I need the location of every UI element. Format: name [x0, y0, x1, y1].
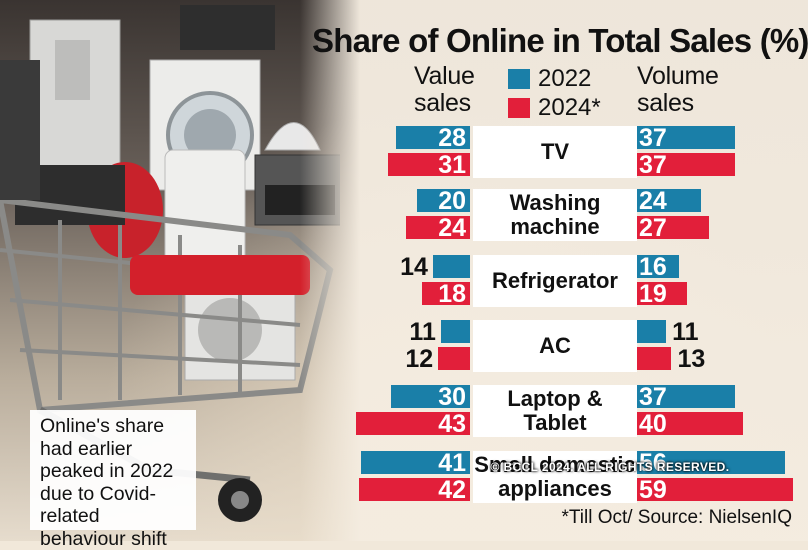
category-label-text: AC	[539, 333, 571, 358]
volume-label-2024: 37	[639, 151, 667, 179]
value-bar-2024	[356, 412, 470, 435]
volume-label-2024: 59	[639, 476, 667, 504]
volume-bar-2024	[637, 282, 688, 305]
volume-label-2022: 16	[639, 253, 667, 281]
value-label-2022: 20	[438, 187, 466, 215]
legend-item-2022: 2022	[508, 65, 591, 93]
category-label-text: TV	[540, 139, 570, 164]
value-label-2024: 42	[438, 476, 466, 504]
value-bar-2022	[361, 451, 470, 474]
category-label: Small domestic appliances	[473, 451, 637, 503]
volume-bar-2024	[637, 347, 672, 370]
volume-label-2024: 13	[677, 345, 706, 373]
volume-bar-2022	[637, 126, 736, 149]
value-bar-2022	[390, 385, 470, 408]
value-bar-2022	[432, 255, 470, 278]
value-bar-2024	[358, 478, 470, 501]
value-label-2022: 30	[438, 383, 466, 411]
value-label-2024: 18	[438, 280, 466, 308]
category-label-text: Small domestic appliances	[474, 452, 636, 501]
volume-label-2022: 24	[639, 187, 667, 215]
category-label-text: Washing machine	[509, 190, 601, 239]
value-label-2022: 11	[409, 318, 436, 346]
value-bar-2022	[417, 189, 470, 212]
volume-label-2022: 56	[639, 449, 667, 477]
volume-bar-2022	[637, 385, 736, 408]
category-label: Laptop & Tablet	[473, 385, 637, 437]
volume-label-2024: 19	[639, 280, 667, 308]
legend-swatch-2022	[508, 69, 530, 89]
volume-bar-2024	[637, 478, 794, 501]
value-sales-header-line1: Value	[414, 62, 475, 90]
value-label-2024: 43	[438, 410, 466, 438]
volume-label-2024: 27	[639, 214, 667, 242]
volume-bar-2024	[637, 216, 709, 239]
legend-label-2024: 2024*	[538, 94, 601, 121]
value-label-2022: 41	[438, 449, 466, 477]
source-note: *Till Oct/ Source: NielsenIQ	[561, 507, 792, 528]
value-bar-2024	[438, 347, 470, 370]
value-bar-2022	[395, 126, 470, 149]
category-label: Refrigerator	[473, 255, 637, 307]
value-bar-2024	[422, 282, 470, 305]
legend-swatch-2024	[508, 98, 530, 118]
category-label: TV	[473, 126, 637, 178]
legend-label-2022: 2022	[538, 65, 592, 92]
copyright-watermark: © BCCL 2024. ALL RIGHTS RESERVED.	[490, 460, 730, 474]
value-label-2024: 12	[405, 345, 434, 373]
volume-bar-2022	[637, 189, 701, 212]
volume-bar-2022	[637, 451, 786, 474]
volume-bar-2024	[637, 153, 736, 176]
value-label-2024: 31	[438, 151, 466, 179]
category-label-text: Refrigerator	[492, 268, 618, 293]
volume-bar-2024	[637, 412, 743, 435]
value-bar-2024	[406, 216, 470, 239]
value-bar-2024	[387, 153, 470, 176]
volume-label-2022: 37	[639, 124, 667, 152]
volume-label-2022: 37	[639, 383, 667, 411]
category-label: AC	[473, 320, 637, 372]
volume-label-2022: 11	[672, 318, 699, 346]
chart-title: Share of Online in Total Sales (%)	[312, 22, 808, 59]
category-label: Washing machine	[473, 189, 637, 241]
volume-bar-2022	[637, 255, 680, 278]
note-box: Online's share had earlier peaked in 202…	[30, 410, 196, 550]
value-bar-2022	[440, 320, 470, 343]
value-label-2022: 28	[438, 124, 466, 152]
value-sales-header: Value sales	[414, 63, 475, 117]
volume-sales-header: Volume sales	[637, 63, 719, 117]
legend-item-2024: 2024*	[508, 94, 601, 122]
value-label-2022: 14	[400, 253, 428, 281]
category-label-text: Laptop & Tablet	[507, 386, 603, 435]
volume-bar-2022	[637, 320, 667, 343]
volume-label-2024: 40	[639, 410, 667, 438]
volume-sales-header-line2: sales	[637, 89, 694, 117]
volume-sales-header-line1: Volume	[637, 62, 719, 90]
value-sales-header-line2: sales	[414, 89, 471, 117]
value-label-2024: 24	[438, 214, 466, 242]
